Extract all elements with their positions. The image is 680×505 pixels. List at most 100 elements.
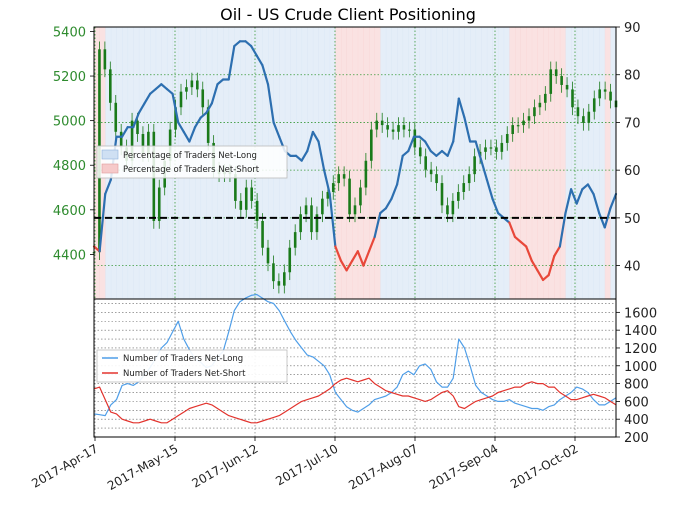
price-candle-body — [103, 49, 107, 70]
count-tick-label: 1200 — [624, 342, 657, 357]
percent-line-segment — [306, 130, 315, 153]
percent-line-segment — [525, 245, 533, 262]
price-candle-body — [446, 205, 449, 215]
percent-line-segment — [233, 40, 242, 48]
price-candle-body — [272, 263, 275, 282]
percent-line-segment — [491, 197, 500, 215]
price-candle-body — [266, 247, 270, 264]
percent-line-segment — [345, 259, 354, 272]
price-candle-body — [321, 198, 324, 215]
date-tick-label: 2017-Aug-07 — [346, 441, 420, 492]
chart-title: Oil - US Crude Client Positioning — [220, 5, 476, 24]
sentiment-band — [296, 27, 303, 299]
percent-line-segment — [367, 235, 376, 253]
percent-line-segment — [418, 135, 427, 143]
percent-line-segment — [311, 130, 320, 143]
traders-net-short-line — [93, 377, 617, 424]
price-candle-body — [190, 80, 194, 88]
price-candle-body — [255, 200, 259, 221]
percent-line-segment — [575, 188, 584, 205]
sentiment-band — [312, 27, 319, 299]
sentiment-band — [346, 27, 353, 299]
bottom-grid — [94, 299, 616, 437]
sentiment-band — [475, 27, 482, 299]
percent-line-segment — [598, 212, 606, 229]
percent-line-segment — [424, 140, 432, 153]
sentiment-band — [520, 27, 527, 299]
price-candle-body — [348, 178, 351, 215]
count-tick-label: 800 — [624, 378, 649, 393]
percent-line-segment — [530, 259, 539, 272]
percent-line-segment — [586, 183, 595, 196]
percent-line-segment — [149, 87, 157, 95]
price-candle-body — [283, 272, 286, 286]
percent-line-segment — [603, 207, 612, 229]
price-tick-label: 4800 — [53, 159, 86, 174]
percent-line-segment — [227, 44, 236, 81]
sentiment-band — [458, 27, 465, 299]
price-candle-body — [391, 129, 395, 132]
sentiment-band — [509, 27, 516, 299]
net-short-swatch — [101, 163, 119, 174]
percent-line-segment — [435, 149, 444, 157]
percent-line-segment — [569, 188, 578, 205]
percent-line-segment — [323, 169, 331, 196]
bottom-panel-frame — [93, 298, 617, 438]
percent-line-segment — [452, 97, 460, 143]
price-candle-body — [130, 120, 134, 161]
price-candle-body — [261, 220, 264, 248]
price-candle-body — [375, 120, 379, 130]
price-candle-body — [598, 89, 601, 99]
traders-net-long-line — [93, 293, 617, 417]
percent-line-segment — [255, 54, 264, 67]
percent-line-segment — [508, 221, 517, 239]
sentiment-band — [453, 27, 460, 299]
price-candle-body — [244, 187, 248, 210]
percent-axis: 40 50 60 70 80 90 — [616, 21, 641, 275]
percent-line-segment — [216, 78, 225, 86]
price-candle-body — [592, 98, 596, 112]
price-candle-body — [571, 89, 574, 108]
percent-line-segment — [564, 188, 573, 215]
price-candle-body — [424, 156, 427, 170]
sentiment-band — [526, 27, 533, 299]
sentiment-band — [565, 27, 572, 299]
price-candle-body — [505, 134, 509, 143]
sentiment-band — [559, 27, 566, 299]
sentiment-band — [582, 27, 589, 299]
price-candle-body — [522, 120, 525, 126]
percent-line-segment — [446, 140, 455, 157]
price-candles — [92, 41, 618, 294]
sentiment-band — [402, 27, 409, 299]
percent-line-segment — [474, 140, 483, 162]
percent-line-segment — [250, 44, 258, 57]
price-candle-body — [370, 129, 373, 161]
price-candle-body — [413, 129, 417, 148]
percent-line-segment — [581, 183, 590, 191]
percent-line-segment — [536, 269, 545, 282]
percent-line-segment — [558, 212, 567, 248]
price-candle-body — [141, 134, 145, 155]
percent-line-segment — [317, 140, 326, 172]
percent-line-segment — [210, 83, 219, 105]
legend-net-short-label: Percentage of Traders Net-Short — [123, 165, 260, 175]
price-candle-body — [457, 191, 460, 201]
sentiment-band — [340, 27, 347, 299]
price-candle-body — [331, 183, 335, 192]
price-candle-body — [304, 205, 308, 215]
sentiment-band — [604, 27, 611, 299]
sentiment-band — [380, 27, 387, 299]
sentiment-band — [430, 27, 437, 299]
percent-line-segment — [541, 274, 550, 282]
sentiment-band — [369, 27, 376, 299]
percent-line-segment — [98, 192, 107, 253]
percent-line-segment — [609, 192, 618, 210]
price-candle-body — [495, 147, 498, 152]
price-candle-body — [185, 87, 188, 92]
percent-line-segment — [334, 245, 343, 262]
price-tick-label: 4400 — [53, 248, 86, 263]
percent-line-segment — [199, 111, 208, 119]
sentiment-band — [318, 27, 325, 299]
price-candle-body — [119, 131, 123, 148]
price-candle-body — [201, 89, 205, 108]
